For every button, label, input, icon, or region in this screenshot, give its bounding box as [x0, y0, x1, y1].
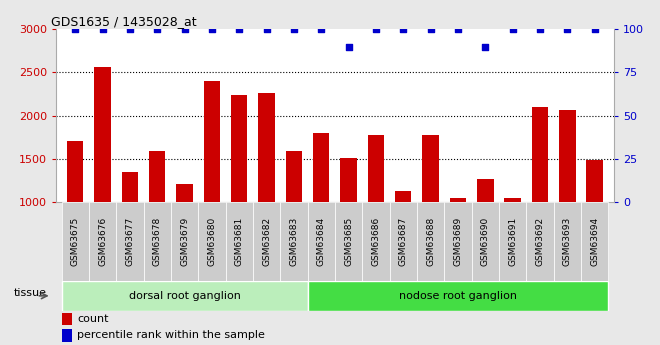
- Text: GSM63691: GSM63691: [508, 217, 517, 266]
- Bar: [554, 202, 581, 281]
- Point: [180, 27, 190, 32]
- Text: GSM63689: GSM63689: [453, 217, 463, 266]
- Bar: [308, 202, 335, 281]
- Point: [234, 27, 245, 32]
- Bar: [499, 202, 526, 281]
- Point: [480, 44, 490, 49]
- Point: [261, 27, 272, 32]
- Bar: [204, 81, 220, 202]
- Bar: [121, 172, 138, 202]
- Point: [343, 44, 354, 49]
- Bar: [335, 202, 362, 281]
- Bar: [94, 67, 111, 202]
- Text: GSM63693: GSM63693: [563, 217, 572, 266]
- Bar: [67, 141, 83, 202]
- Bar: [116, 202, 144, 281]
- Bar: [280, 202, 308, 281]
- Bar: [472, 202, 499, 281]
- Bar: [395, 191, 411, 202]
- Text: GSM63681: GSM63681: [235, 217, 244, 266]
- Point: [562, 27, 573, 32]
- Text: GSM63677: GSM63677: [125, 217, 135, 266]
- Bar: [313, 133, 329, 202]
- Text: GSM63682: GSM63682: [262, 217, 271, 266]
- Text: GSM63684: GSM63684: [317, 217, 326, 266]
- Point: [316, 27, 327, 32]
- Bar: [341, 158, 357, 202]
- Bar: [362, 202, 389, 281]
- Point: [398, 27, 409, 32]
- Bar: [581, 202, 609, 281]
- Point: [371, 27, 381, 32]
- Text: GSM63688: GSM63688: [426, 217, 435, 266]
- Bar: [444, 202, 472, 281]
- Bar: [422, 135, 439, 202]
- Text: GSM63690: GSM63690: [481, 217, 490, 266]
- Text: count: count: [77, 314, 109, 324]
- Bar: [176, 184, 193, 202]
- Bar: [231, 95, 248, 202]
- Bar: [89, 202, 116, 281]
- Bar: [532, 107, 548, 202]
- Bar: [259, 93, 275, 202]
- Bar: [226, 202, 253, 281]
- Bar: [368, 135, 384, 202]
- Text: GSM63680: GSM63680: [207, 217, 216, 266]
- Text: GSM63687: GSM63687: [399, 217, 408, 266]
- Bar: [526, 202, 554, 281]
- Bar: [417, 202, 444, 281]
- Bar: [449, 197, 466, 202]
- Point: [425, 27, 436, 32]
- Text: nodose root ganglion: nodose root ganglion: [399, 291, 517, 301]
- Text: GSM63676: GSM63676: [98, 217, 107, 266]
- Point: [70, 27, 81, 32]
- Text: GSM63675: GSM63675: [71, 217, 80, 266]
- Bar: [587, 159, 603, 202]
- Text: GSM63679: GSM63679: [180, 217, 189, 266]
- Bar: [504, 198, 521, 202]
- Point: [97, 27, 108, 32]
- Point: [152, 27, 162, 32]
- Text: GSM63694: GSM63694: [590, 217, 599, 266]
- Point: [535, 27, 545, 32]
- Point: [508, 27, 518, 32]
- Bar: [144, 202, 171, 281]
- Bar: [61, 329, 72, 342]
- Text: GSM63678: GSM63678: [152, 217, 162, 266]
- Bar: [198, 202, 226, 281]
- Bar: [171, 202, 198, 281]
- Text: percentile rank within the sample: percentile rank within the sample: [77, 331, 265, 340]
- Bar: [286, 151, 302, 202]
- Bar: [253, 202, 280, 281]
- Bar: [308, 281, 609, 310]
- Text: GSM63692: GSM63692: [535, 217, 544, 266]
- Text: tissue: tissue: [14, 288, 47, 298]
- Bar: [477, 179, 494, 202]
- Bar: [61, 202, 89, 281]
- Point: [125, 27, 135, 32]
- Text: GSM63685: GSM63685: [344, 217, 353, 266]
- Point: [453, 27, 463, 32]
- Bar: [61, 281, 308, 310]
- Bar: [559, 110, 576, 202]
- Bar: [389, 202, 417, 281]
- Bar: [149, 151, 166, 202]
- Point: [288, 27, 299, 32]
- Bar: [61, 313, 72, 325]
- Text: GSM63686: GSM63686: [372, 217, 380, 266]
- Text: dorsal root ganglion: dorsal root ganglion: [129, 291, 240, 301]
- Point: [207, 27, 217, 32]
- Point: [589, 27, 600, 32]
- Text: GSM63683: GSM63683: [290, 217, 298, 266]
- Text: GDS1635 / 1435028_at: GDS1635 / 1435028_at: [51, 15, 196, 28]
